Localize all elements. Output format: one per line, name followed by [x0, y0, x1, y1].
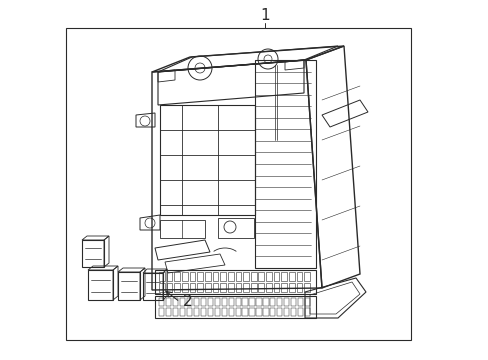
Bar	[207, 308, 212, 316]
Bar	[284, 298, 289, 306]
Bar	[288, 272, 294, 281]
Bar	[189, 283, 195, 292]
Bar	[197, 272, 203, 281]
Bar	[193, 298, 199, 306]
Bar	[243, 272, 248, 281]
Bar	[212, 272, 218, 281]
Bar	[254, 60, 315, 268]
Bar	[204, 283, 210, 292]
Bar	[304, 283, 309, 292]
Bar	[173, 298, 178, 306]
Bar	[290, 298, 296, 306]
Bar	[298, 298, 303, 306]
Bar	[165, 308, 171, 316]
Bar	[159, 272, 164, 281]
Bar	[182, 272, 187, 281]
Bar	[290, 308, 296, 316]
Bar	[305, 298, 309, 306]
Bar	[235, 308, 240, 316]
Bar	[159, 283, 164, 292]
Bar	[243, 283, 248, 292]
Bar	[235, 298, 240, 306]
Bar	[305, 308, 309, 316]
Bar	[155, 296, 315, 318]
Bar	[66, 28, 410, 340]
Bar	[250, 283, 256, 292]
Bar	[265, 283, 271, 292]
Bar	[82, 240, 104, 267]
Bar	[182, 283, 187, 292]
Bar	[296, 283, 302, 292]
Bar	[214, 308, 220, 316]
Bar	[227, 272, 233, 281]
Bar	[159, 298, 164, 306]
Bar	[160, 220, 204, 238]
Bar	[155, 270, 315, 294]
Bar	[180, 308, 184, 316]
Bar	[263, 298, 268, 306]
Bar	[165, 298, 171, 306]
Bar	[270, 308, 275, 316]
Bar	[189, 272, 195, 281]
Bar	[273, 272, 279, 281]
Bar	[258, 272, 264, 281]
Bar	[186, 308, 192, 316]
Bar	[242, 308, 247, 316]
Bar	[265, 272, 271, 281]
Bar	[249, 298, 254, 306]
Bar	[200, 308, 205, 316]
Bar	[235, 283, 241, 292]
Bar	[166, 272, 172, 281]
Bar	[118, 272, 140, 300]
Bar	[204, 272, 210, 281]
Bar	[207, 298, 212, 306]
Bar	[159, 308, 164, 316]
Bar	[277, 298, 282, 306]
Bar	[263, 308, 268, 316]
Bar	[214, 298, 220, 306]
Bar	[277, 308, 282, 316]
Bar	[256, 298, 261, 306]
Bar	[142, 273, 163, 300]
Text: 1: 1	[260, 8, 269, 23]
Bar	[160, 105, 254, 215]
Bar	[88, 270, 113, 300]
Bar	[284, 308, 289, 316]
Bar	[256, 308, 261, 316]
Bar	[197, 283, 203, 292]
Bar	[220, 283, 225, 292]
Text: 2: 2	[183, 294, 192, 310]
Bar	[242, 298, 247, 306]
Bar	[281, 283, 286, 292]
Bar	[193, 308, 199, 316]
Bar	[304, 272, 309, 281]
Bar	[258, 283, 264, 292]
Bar	[270, 298, 275, 306]
Bar	[298, 308, 303, 316]
Bar	[212, 283, 218, 292]
Bar	[228, 308, 233, 316]
Bar	[235, 272, 241, 281]
Bar	[227, 283, 233, 292]
Bar	[218, 218, 253, 238]
Bar	[180, 298, 184, 306]
Bar	[200, 298, 205, 306]
Bar	[249, 308, 254, 316]
Bar	[221, 308, 226, 316]
Bar	[166, 283, 172, 292]
Bar	[281, 272, 286, 281]
Bar	[296, 272, 302, 281]
Bar	[220, 272, 225, 281]
Bar	[174, 283, 180, 292]
Bar	[273, 283, 279, 292]
Bar	[221, 298, 226, 306]
Bar	[186, 298, 192, 306]
Bar	[228, 298, 233, 306]
Bar	[173, 308, 178, 316]
Bar	[174, 272, 180, 281]
Bar	[250, 272, 256, 281]
Bar	[288, 283, 294, 292]
